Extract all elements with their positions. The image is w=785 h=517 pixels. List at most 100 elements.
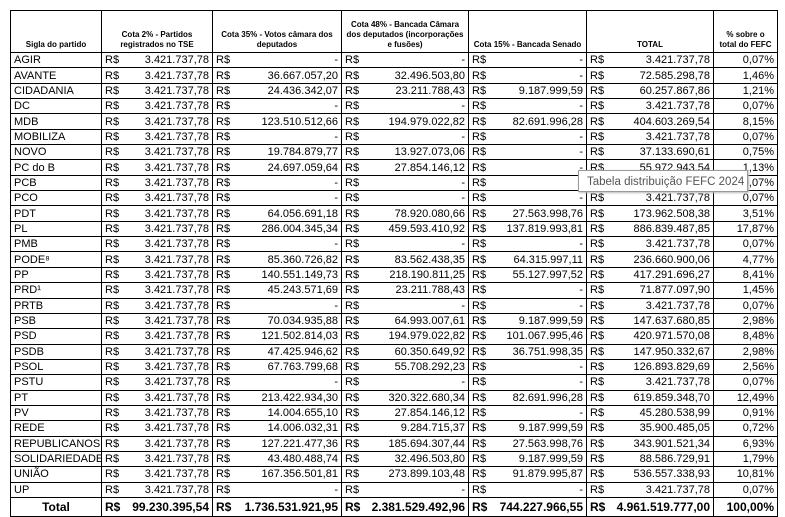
- money-wrap: R$ 194.979.022,82: [345, 115, 465, 128]
- tooltip: Tabela distribuição FEFC 2024: [578, 170, 748, 192]
- currency: R$: [216, 345, 231, 358]
- money-wrap: R$ -: [216, 176, 338, 189]
- percent-cell: 0,07%: [713, 481, 778, 498]
- amount: -: [579, 284, 583, 297]
- currency: R$: [105, 253, 120, 266]
- party-row: PDT R$ 3.421.737,78 R$ 64.056.691,18 R$ 78.920…: [10, 205, 778, 222]
- money-cell: R$ 3.421.737,78: [101, 466, 213, 483]
- currency: R$: [105, 115, 120, 128]
- percent-cell: 0,07%: [713, 51, 778, 69]
- money-cell: R$ 24.697.059,64: [212, 159, 342, 176]
- party-name: PMB: [10, 236, 102, 253]
- money-wrap: R$ 536.557.338,93: [590, 468, 710, 481]
- amount: 3.421.737,78: [645, 483, 710, 496]
- money-cell: R$ 82.691.996,28: [468, 113, 587, 130]
- money-wrap: R$ -: [472, 69, 583, 82]
- money-wrap: R$ 85.360.726,82: [216, 253, 338, 266]
- money-wrap: R$ 218.190.811,25: [345, 268, 465, 281]
- amount: 420.971.570,08: [633, 330, 710, 343]
- party-row: PT R$ 3.421.737,78 R$ 213.422.934,30 R$ 320.32…: [10, 389, 778, 406]
- money-cell: R$ -: [341, 174, 469, 192]
- amount: 64.993.007,61: [394, 315, 465, 328]
- party-name: CIDADANIA: [10, 82, 102, 100]
- amount: 3.421.737,78: [144, 146, 209, 159]
- amount: 27.854.146,12: [394, 161, 465, 174]
- percent-cell: 0,91%: [713, 404, 778, 422]
- money-wrap: R$ 43.480.488,74: [216, 452, 338, 465]
- money-wrap: R$ 82.691.996,28: [472, 391, 583, 404]
- currency: R$: [216, 437, 231, 450]
- amount: 14.004.655,10: [267, 407, 338, 420]
- amount: 1.736.531.921,95: [244, 499, 338, 514]
- money-wrap: R$ -: [216, 238, 338, 251]
- money-wrap: R$ 123.510.512,66: [216, 115, 338, 128]
- money-wrap: R$ 3.421.737,78: [590, 100, 710, 113]
- currency: R$: [216, 422, 231, 435]
- money-wrap: R$ 9.284.715,37: [345, 422, 465, 435]
- amount: 3.421.737,78: [645, 299, 710, 312]
- amount: 3.421.737,78: [645, 192, 710, 205]
- money-wrap: R$ 55.127.997,52: [472, 268, 583, 281]
- amount: 4.961.519.777,00: [616, 499, 710, 514]
- amount: 3.421.737,78: [144, 115, 209, 128]
- money-cell: R$ 121.502.814,03: [212, 328, 342, 345]
- currency: R$: [216, 361, 231, 374]
- amount: 91.879.995,87: [512, 468, 583, 481]
- amount: 3.421.737,78: [144, 192, 209, 205]
- currency: R$: [472, 176, 487, 189]
- money-cell: R$ 320.322.680,34: [341, 389, 469, 406]
- currency: R$: [105, 100, 120, 113]
- party-row: REDE R$ 3.421.737,78 R$ 14.006.032,31 R$ 9.284…: [10, 420, 778, 437]
- money-cell: R$ 3.421.737,78: [101, 404, 213, 422]
- money-cell: R$ -: [212, 190, 342, 207]
- money-wrap: R$ 3.421.737,78: [105, 54, 209, 67]
- money-cell: R$ 85.360.726,82: [212, 251, 342, 268]
- currency: R$: [345, 499, 361, 514]
- amount: 32.496.503,80: [394, 69, 465, 82]
- percent-cell: 8,15%: [713, 113, 778, 130]
- currency: R$: [590, 407, 605, 420]
- currency: R$: [472, 69, 487, 82]
- currency: R$: [105, 330, 120, 343]
- percent-cell: 17,87%: [713, 220, 778, 238]
- money-wrap: R$ -: [345, 238, 465, 251]
- currency: R$: [590, 192, 605, 205]
- money-wrap: R$ -: [345, 192, 465, 205]
- money-wrap: R$ 83.562.438,35: [345, 253, 465, 266]
- money-wrap: R$ 2.381.529.492,96: [345, 500, 465, 514]
- money-wrap: R$ -: [472, 406, 583, 419]
- money-cell: R$ 3.421.737,78: [586, 236, 714, 253]
- money-wrap: R$ 3.421.737,78: [105, 437, 209, 450]
- percent-cell: 12,49%: [713, 389, 778, 406]
- amount: 3.421.737,78: [144, 238, 209, 251]
- amount: 320.322.680,34: [388, 391, 465, 404]
- amount: -: [579, 192, 583, 205]
- amount: -: [579, 238, 583, 251]
- percent-cell: 6,93%: [713, 435, 778, 452]
- money-wrap: R$ 3.421.737,78: [105, 299, 209, 312]
- party-name: AVANTE: [10, 67, 102, 84]
- amount: 3.421.737,78: [144, 161, 209, 174]
- amount: -: [579, 54, 583, 67]
- amount: -: [461, 192, 465, 205]
- currency: R$: [216, 100, 231, 113]
- money-wrap: R$ 36.751.998,35: [472, 345, 583, 358]
- percent-cell: 0,07%: [713, 98, 778, 115]
- money-cell: R$ 459.593.410,92: [341, 220, 469, 238]
- currency: R$: [590, 284, 605, 297]
- currency: R$: [216, 268, 231, 281]
- amount: 9.187.999,59: [518, 315, 583, 328]
- currency: R$: [216, 468, 231, 481]
- money-cell: R$ -: [468, 159, 587, 176]
- money-cell: R$ -: [468, 404, 587, 422]
- currency: R$: [345, 453, 360, 466]
- money-cell: R$ 147.950.332,67: [586, 343, 714, 360]
- money-cell: R$ 140.551.149,73: [212, 266, 342, 284]
- amount: 3.421.737,78: [144, 54, 209, 67]
- party-row: PSTU R$ 3.421.737,78 R$ - R$ - R$ - R$ 3.421.737,7…: [10, 374, 778, 391]
- money-cell: R$ -: [212, 374, 342, 391]
- amount: 3.421.737,78: [144, 345, 209, 358]
- money-cell: R$ 83.562.438,35: [341, 251, 469, 268]
- percent-cell: 1,46%: [713, 67, 778, 84]
